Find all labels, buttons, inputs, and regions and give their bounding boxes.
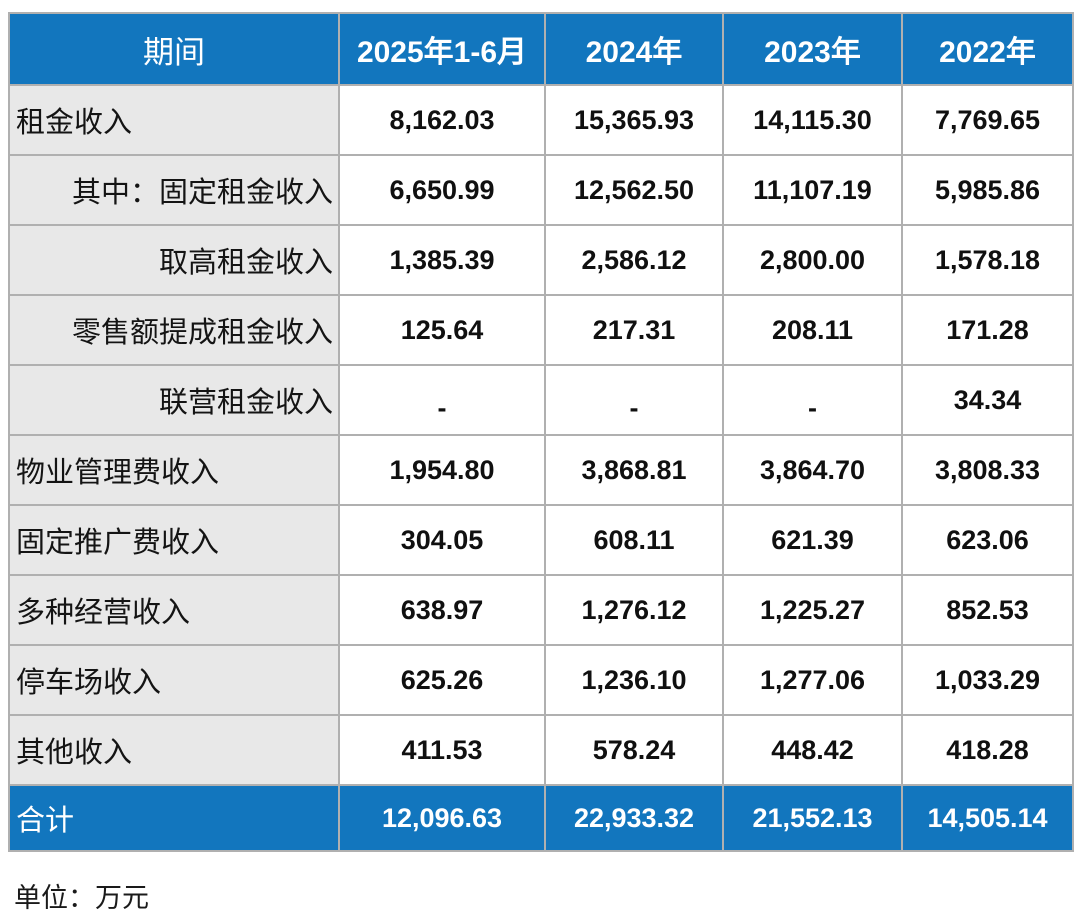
table-row: 其他收入 411.53 578.24 448.42 418.28 [8,714,1074,786]
row-label: 联营租金收入 [8,364,340,436]
row-value: 34.34 [901,364,1074,436]
row-value: 171.28 [901,294,1074,366]
row-value: 3,808.33 [901,434,1074,506]
row-value: 623.06 [901,504,1074,576]
row-label: 合计 [8,784,340,852]
row-value: 22,933.32 [544,784,724,852]
row-value: 2,586.12 [544,224,724,296]
row-value-empty: - [722,364,903,436]
row-value: 1,277.06 [722,644,903,716]
row-value: 14,115.30 [722,84,903,156]
table-row: 多种经营收入 638.97 1,276.12 1,225.27 852.53 [8,574,1074,646]
column-header-year: 2022年 [901,12,1074,86]
table-row: 停车场收入 625.26 1,236.10 1,277.06 1,033.29 [8,644,1074,716]
row-value: 208.11 [722,294,903,366]
row-value: 621.39 [722,504,903,576]
row-value: 1,954.80 [338,434,546,506]
table-row: 固定推广费收入 304.05 608.11 621.39 623.06 [8,504,1074,576]
unit-note: 单位：万元 [14,883,149,913]
row-value: 8,162.03 [338,84,546,156]
table-row: 物业管理费收入 1,954.80 3,868.81 3,864.70 3,808.33 [8,434,1074,506]
row-value-empty: - [338,364,546,436]
row-value: 2,800.00 [722,224,903,296]
row-value: 1,385.39 [338,224,546,296]
row-value: 12,096.63 [338,784,546,852]
row-value: 578.24 [544,714,724,786]
table-row: 其中：固定租金收入 6,650.99 12,562.50 11,107.19 5,985… [8,154,1074,226]
table-body: 租金收入 8,162.03 15,365.93 14,115.30 7,769.65 其中… [8,84,1074,852]
row-value: 1,225.27 [722,574,903,646]
row-value: 1,236.10 [544,644,724,716]
row-label: 租金收入 [8,84,340,156]
row-value: 3,868.81 [544,434,724,506]
row-value: 6,650.99 [338,154,546,226]
row-value: 3,864.70 [722,434,903,506]
row-value: 852.53 [901,574,1074,646]
table-row: 取高租金收入 1,385.39 2,586.12 2,800.00 1,578.18 [8,224,1074,296]
row-label: 其中：固定租金收入 [8,154,340,226]
column-header-period: 期间 [8,12,340,86]
row-value: 608.11 [544,504,724,576]
table-row: 租金收入 8,162.03 15,365.93 14,115.30 7,769.65 [8,84,1074,156]
row-value: 448.42 [722,714,903,786]
row-value: 217.31 [544,294,724,366]
row-value: 125.64 [338,294,546,366]
row-label: 固定推广费收入 [8,504,340,576]
row-label: 其他收入 [8,714,340,786]
row-value: 11,107.19 [722,154,903,226]
row-value: 1,276.12 [544,574,724,646]
column-header-year: 2025年1-6月 [338,12,546,86]
column-header-year: 2024年 [544,12,724,86]
row-value: 418.28 [901,714,1074,786]
row-value: 14,505.14 [901,784,1074,852]
row-value: 7,769.65 [901,84,1074,156]
row-value: 625.26 [338,644,546,716]
row-value: 304.05 [338,504,546,576]
row-label: 物业管理费收入 [8,434,340,506]
row-label: 零售额提成租金收入 [8,294,340,366]
total-row: 合计 12,096.63 22,933.32 21,552.13 14,505.14 [8,784,1074,852]
row-value: 21,552.13 [722,784,903,852]
table-row: 联营租金收入 - - -34.34 [8,364,1074,436]
row-label: 多种经营收入 [8,574,340,646]
row-label: 取高租金收入 [8,224,340,296]
row-label: 停车场收入 [8,644,340,716]
row-value: 12,562.50 [544,154,724,226]
row-value-empty: - [544,364,724,436]
row-value: 15,365.93 [544,84,724,156]
row-value: 411.53 [338,714,546,786]
revenue-table: 期间 2025年1-6月 2024年 2023年 2022年 租金收入 8,162.03 1… [8,12,1074,852]
column-header-year: 2023年 [722,12,903,86]
table-header-row: 期间 2025年1-6月 2024年 2023年 2022年 [8,12,1074,86]
row-value: 638.97 [338,574,546,646]
row-value: 5,985.86 [901,154,1074,226]
row-value: 1,578.18 [901,224,1074,296]
table-row: 零售额提成租金收入 125.64 217.31 208.11 171.28 [8,294,1074,366]
row-value: 1,033.29 [901,644,1074,716]
